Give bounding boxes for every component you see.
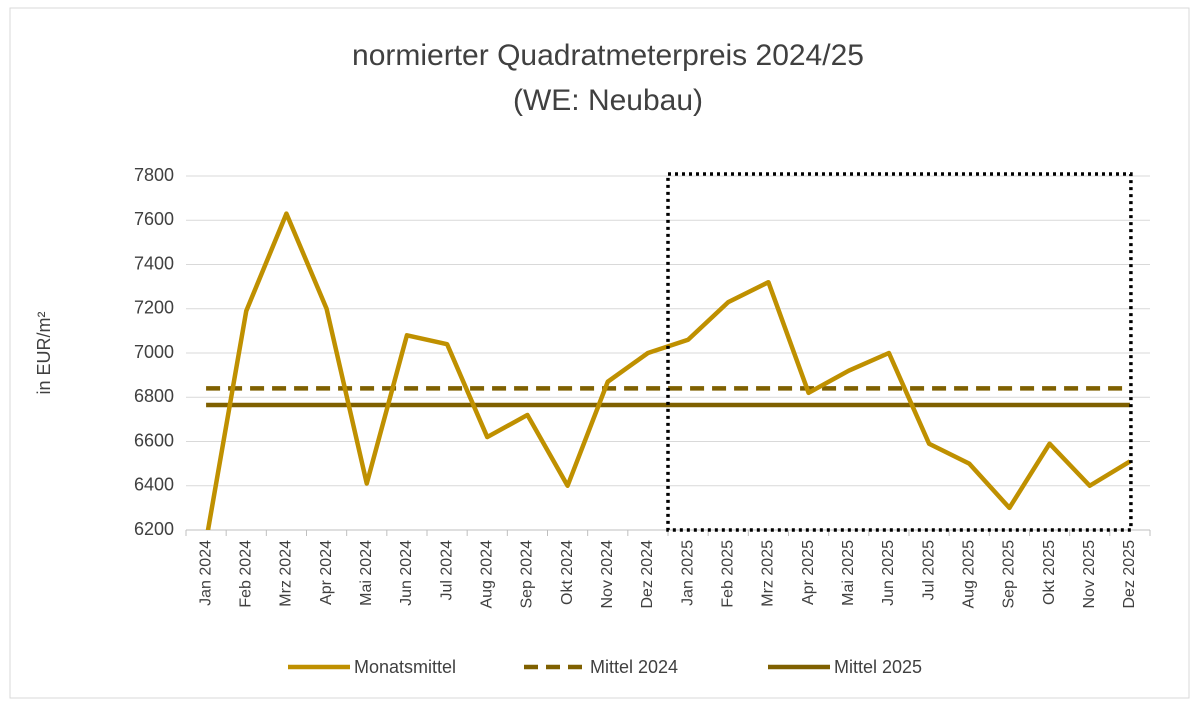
- x-tick-label: Mrz 2025: [760, 540, 777, 607]
- x-tick-label: Mai 2024: [358, 540, 375, 606]
- x-tick-label: Jul 2024: [438, 540, 455, 601]
- x-tick-label: Aug 2025: [960, 540, 977, 609]
- y-tick-label: 7600: [134, 209, 174, 229]
- x-tick-label: Jan 2025: [679, 540, 696, 606]
- legend-label: Mittel 2025: [834, 657, 922, 677]
- x-tick-label: Dez 2024: [639, 540, 656, 609]
- x-tick-label: Jun 2024: [398, 540, 415, 606]
- highlight-box: [666, 172, 1133, 532]
- x-tick-label: Nov 2025: [1081, 540, 1098, 609]
- legend-label: Mittel 2024: [590, 657, 678, 677]
- x-tick-label: Jul 2025: [920, 540, 937, 601]
- x-tick-label: Feb 2024: [237, 540, 254, 608]
- chart-subtitle: (WE: Neubau): [513, 84, 703, 117]
- y-axis-label: in EUR/m²: [34, 311, 54, 394]
- y-tick-label: 6600: [134, 430, 174, 450]
- x-tick-label: Sep 2024: [519, 540, 536, 609]
- x-tick-label: Mrz 2024: [278, 540, 295, 607]
- x-tick-label: Okt 2024: [559, 540, 576, 605]
- y-tick-label: 7800: [134, 165, 174, 185]
- x-tick-label: Feb 2025: [719, 540, 736, 608]
- x-tick-label: Mai 2025: [840, 540, 857, 606]
- y-tick-label: 7000: [134, 342, 174, 362]
- x-tick-label: Aug 2024: [478, 540, 495, 609]
- y-tick-label: 7400: [134, 253, 174, 273]
- y-tick-label: 6400: [134, 475, 174, 495]
- y-tick-label: 6200: [134, 519, 174, 539]
- x-tick-label: Dez 2025: [1121, 540, 1138, 609]
- chart-title: normierter Quadratmeterpreis 2024/25: [352, 39, 864, 72]
- x-tick-label: Nov 2024: [599, 540, 616, 609]
- x-tick-label: Jun 2025: [880, 540, 897, 606]
- x-tick-label: Sep 2025: [1001, 540, 1018, 609]
- x-tick-label: Apr 2025: [800, 540, 817, 605]
- x-tick-label: Okt 2025: [1041, 540, 1058, 605]
- x-tick-label: Apr 2024: [318, 540, 335, 605]
- y-tick-label: 6800: [134, 386, 174, 406]
- legend-label: Monatsmittel: [354, 657, 456, 677]
- x-tick-label: Jan 2024: [197, 540, 214, 606]
- y-tick-label: 7200: [134, 298, 174, 318]
